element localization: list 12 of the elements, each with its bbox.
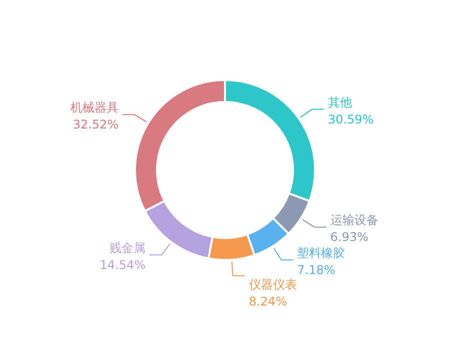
data-label: 14.54% <box>100 258 146 272</box>
slice-label: 其他 <box>328 95 352 110</box>
data-label: 6.93% <box>330 230 368 244</box>
data-label: 30.59% <box>328 112 374 126</box>
slice-label: 仪器仪表 <box>248 278 297 292</box>
data-label: 8.24% <box>248 294 287 309</box>
slice-label: 运输设备 <box>330 213 378 228</box>
slice-label: 贱金属 <box>110 240 146 255</box>
data-label: 32.52% <box>72 118 119 132</box>
slice-label: 塑料橡胶 <box>297 246 346 260</box>
data-label: 7.18% <box>297 262 336 277</box>
slice-label: 机械器具 <box>70 100 119 115</box>
